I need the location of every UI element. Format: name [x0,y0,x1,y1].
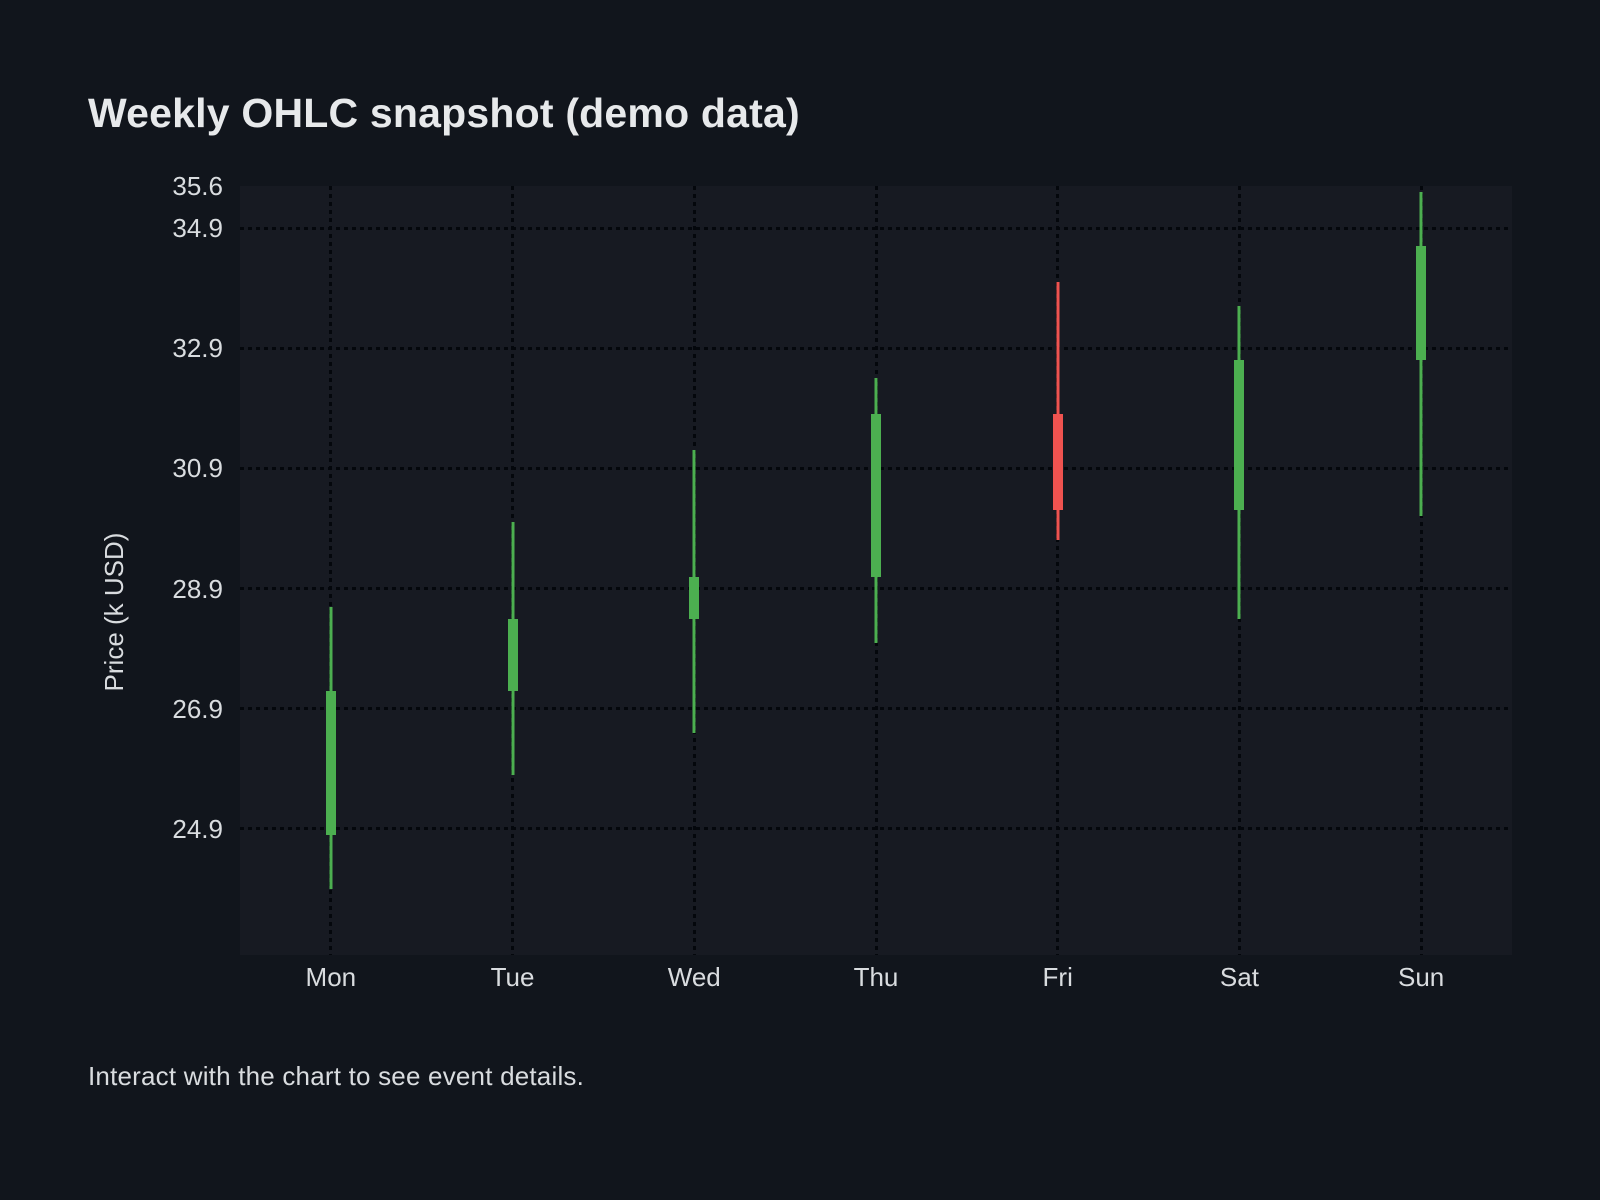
x-tick-sun: Sun [1398,962,1445,992]
y-tick-28.9: 28.9 [172,573,223,604]
candle-mon[interactable] [324,606,338,889]
y-tick-32.9: 32.9 [172,333,223,364]
candle-body [1416,246,1427,361]
candle-fri[interactable] [1051,282,1065,541]
x-tick-wed: Wed [667,962,721,992]
y-tick-35.6: 35.6 [172,171,223,201]
footer-note: Interact with the chart to see event det… [88,1061,585,1091]
candle-wed[interactable] [687,450,701,733]
candle-thu[interactable] [869,378,883,643]
x-tick-tue: Tue [490,962,535,992]
candle-wick [1056,282,1060,541]
candle-body [689,576,700,619]
candle-body [1052,414,1063,511]
x-tick-mon: Mon [305,962,357,992]
candle-body [507,618,518,691]
y-tick-30.9: 30.9 [172,453,223,484]
candle-sun[interactable] [1414,192,1428,517]
x-tick-fri: Fri [1042,962,1073,992]
candle-body [871,414,881,577]
y-tick-34.9: 34.9 [172,213,223,244]
x-tick-thu: Thu [853,962,899,992]
y-tick-24.9: 24.9 [172,813,223,844]
y-tick-26.9: 26.9 [172,693,223,724]
candle-sat[interactable] [1232,306,1246,619]
candle-body [1234,360,1245,511]
candle-body [325,690,336,835]
candle-tue[interactable] [506,522,520,775]
chart-title: Weekly OHLC snapshot (demo data) [88,90,800,136]
x-tick-sat: Sat [1219,962,1259,992]
